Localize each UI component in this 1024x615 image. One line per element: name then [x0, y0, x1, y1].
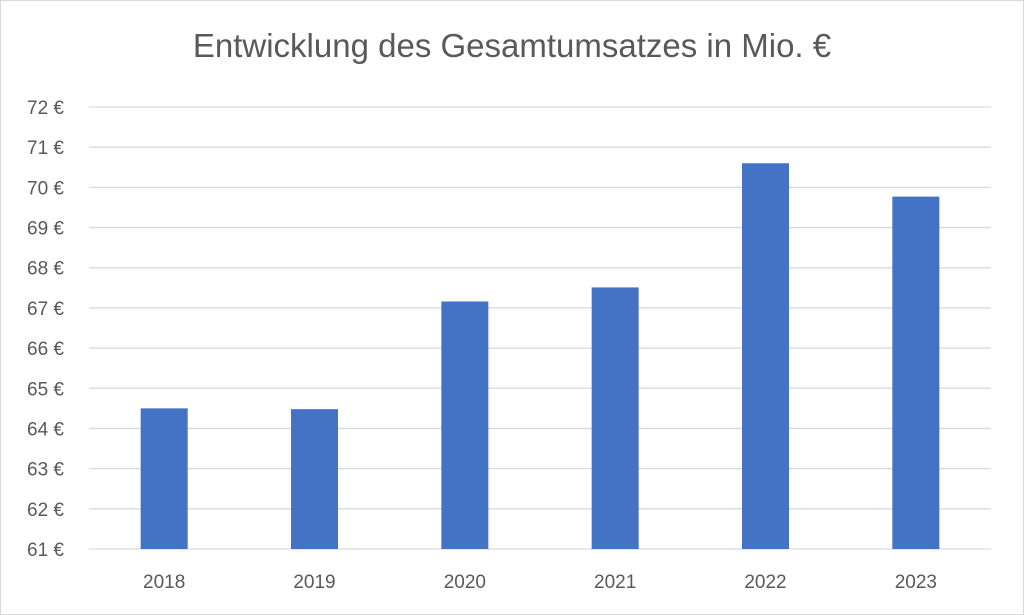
y-tick-label: 68 €	[27, 259, 64, 280]
y-tick-label: 66 €	[27, 339, 64, 360]
y-tick-label: 61 €	[27, 540, 64, 561]
bar-2021	[591, 287, 639, 549]
x-tick-label: 2018	[143, 572, 185, 593]
y-tick-label: 72 €	[27, 98, 64, 119]
bar-2019	[291, 409, 338, 549]
y-tick-label: 69 €	[27, 219, 64, 240]
x-tick-label: 2021	[594, 572, 636, 593]
chart-title: Entwicklung des Gesamtumsatzes in Mio. €	[192, 27, 832, 64]
bar-2022	[742, 163, 789, 549]
bar-2018	[140, 408, 188, 549]
x-tick-label: 2019	[293, 572, 335, 593]
bar-2020	[441, 301, 489, 549]
x-tick-label: 2022	[744, 572, 786, 593]
y-tick-label: 67 €	[27, 299, 64, 320]
y-axis-ticks: 61 € 62 € 63 € 64 € 65 € 66 € 67 € 68 € 69 € 70 €…	[27, 98, 64, 561]
bars	[140, 163, 940, 549]
x-axis-ticks: 2018 2019 2020 2021 2022 2023	[143, 572, 937, 593]
y-tick-label: 71 €	[27, 138, 64, 159]
grid-lines	[89, 106, 991, 550]
y-tick-label: 65 €	[27, 379, 64, 400]
y-tick-label: 62 €	[27, 500, 64, 521]
y-tick-label: 70 €	[27, 178, 64, 199]
x-tick-label: 2020	[444, 572, 486, 593]
y-tick-label: 63 €	[27, 460, 64, 481]
bar-2023	[892, 196, 940, 549]
y-tick-label: 64 €	[27, 419, 64, 440]
x-tick-label: 2023	[895, 572, 937, 593]
